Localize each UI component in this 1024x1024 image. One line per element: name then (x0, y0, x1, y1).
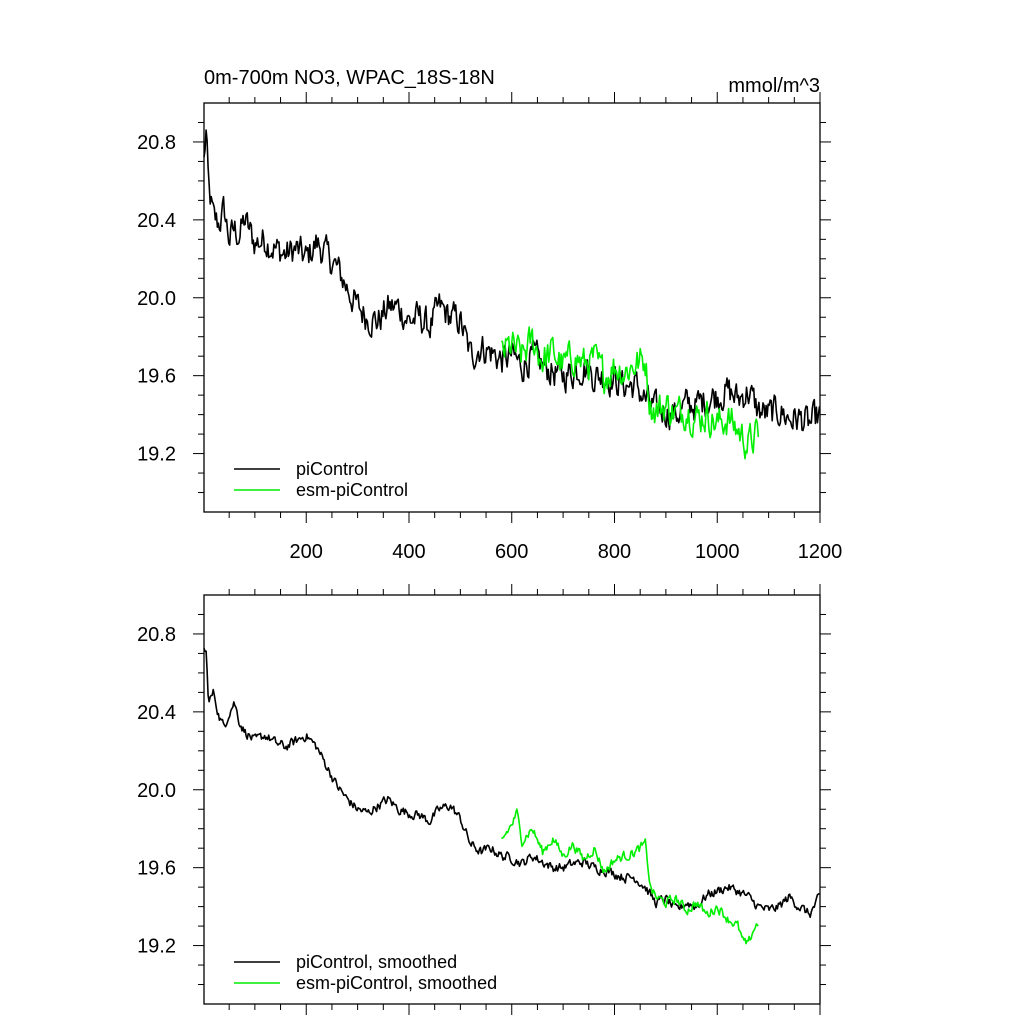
units-label: mmol/m^3 (728, 75, 820, 97)
panel-smoothed: 19.2 19.6 20.0 20.4 20.8 piControl, smoothed… (137, 584, 831, 1015)
x-tick-label: 800 (598, 541, 631, 563)
axis-ticks: 19.2 19.6 20.0 20.4 20.8 200 400 600 800 1000 1200 (137, 92, 842, 563)
series-line-esm-picontrol-smoothed (500, 808, 759, 945)
y-tick-label: 20.4 (137, 210, 176, 232)
legend: piControl, smoothed esm-piControl, smoot… (234, 952, 497, 993)
legend-label-picontrol: piControl (296, 459, 368, 479)
legend-label-picontrol-smoothed: piControl, smoothed (296, 952, 457, 972)
y-tick-label: 20.0 (137, 780, 176, 802)
x-tick-label: 600 (495, 541, 528, 563)
y-tick-label: 20.4 (137, 702, 176, 724)
legend-label-esm-picontrol-smoothed: esm-piControl, smoothed (296, 973, 497, 993)
x-tick-label: 200 (290, 541, 323, 563)
y-tick-label: 19.6 (137, 858, 176, 880)
x-tick-label: 1200 (798, 541, 843, 563)
y-tick-label: 19.6 (137, 366, 176, 388)
y-tick-label: 19.2 (137, 444, 176, 466)
panel-raw: 0m-700m NO3, WPAC_18S-18N mmol/m^3 19.21… (137, 67, 842, 563)
x-tick-label: 1000 (695, 541, 740, 563)
series-layer (203, 129, 821, 460)
y-tick-label: 20.8 (137, 624, 176, 646)
x-tick-label: 400 (392, 541, 425, 563)
plot-frame (203, 102, 821, 513)
series-line-esm-picontrol (500, 326, 760, 460)
series-layer (203, 647, 820, 945)
plot-frame (203, 594, 821, 1005)
axis-ticks: 19.2 19.6 20.0 20.4 20.8 (137, 584, 831, 1015)
legend-label-esm-picontrol: esm-piControl (296, 480, 408, 500)
legend: piControl esm-piControl (234, 459, 408, 500)
y-tick-label: 20.8 (137, 132, 176, 154)
series-line-picontrol-smoothed (203, 647, 820, 919)
y-tick-label: 20.0 (137, 288, 176, 310)
y-tick-label: 19.2 (137, 936, 176, 958)
panel-title: 0m-700m NO3, WPAC_18S-18N (204, 67, 495, 89)
